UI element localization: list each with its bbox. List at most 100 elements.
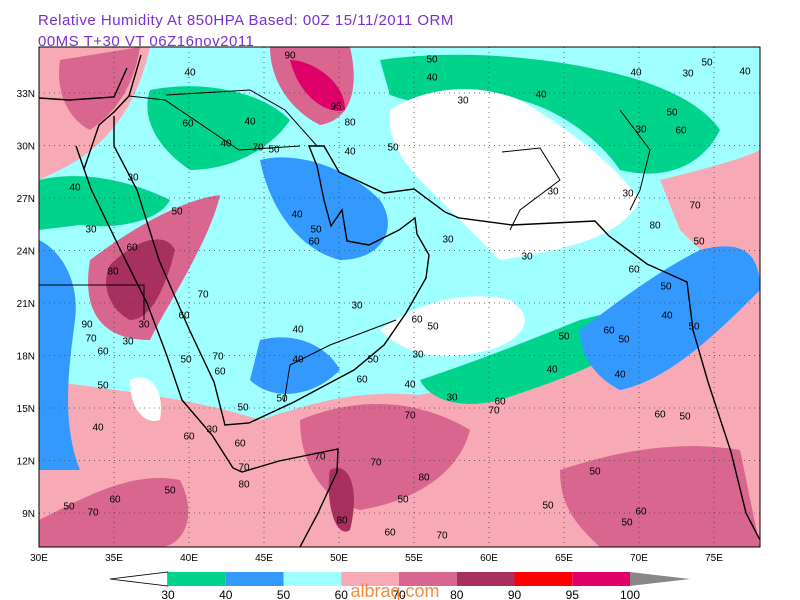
contour-label: 40 [291, 210, 303, 221]
contour-label: 30 [457, 96, 469, 107]
contour-label: 40 [344, 147, 356, 158]
contour-label: 30 [127, 173, 139, 184]
contour-label: 50 [164, 486, 176, 497]
contour-label: 40 [220, 139, 232, 150]
contour-label: 50 [589, 467, 601, 478]
contour-label: 80 [344, 118, 356, 129]
lat-label: 12N [17, 457, 35, 468]
field-maroon [328, 468, 354, 532]
contour-label: 70 [488, 406, 500, 417]
contour-label: 70 [314, 452, 326, 463]
contour-label: 50 [387, 143, 399, 154]
field-blue [260, 157, 388, 260]
contour-label: 60 [654, 410, 666, 421]
contour-label: 60 [494, 397, 506, 408]
contour-label: 40 [630, 68, 642, 79]
contour-label: 30 [682, 69, 694, 80]
legend-high-arrow [630, 572, 690, 586]
field-white [380, 296, 525, 356]
contour-label: 70 [370, 458, 382, 469]
contour-label: 50 [688, 322, 700, 333]
contour-label: 30 [521, 252, 533, 263]
contour-label: 30 [446, 393, 458, 404]
lon-label: 35E [105, 553, 123, 564]
contour-label: 30 [547, 187, 559, 198]
contour-label: 60 [183, 432, 195, 443]
contour-label: 60 [109, 495, 121, 506]
legend-swatch [283, 572, 342, 586]
field-green [380, 54, 720, 174]
contour-label: 60 [384, 528, 396, 539]
legend-swatch [572, 572, 630, 586]
legend-swatch [168, 572, 226, 586]
axis-labels: 30E 35E 40E 45E 50E 55E 60E 65E 70E 75E 33N 30N 27N 2… [17, 89, 724, 564]
contour-label: 30 [122, 337, 134, 348]
contour-label: 40 [69, 183, 81, 194]
contour-label: 70 [87, 508, 99, 519]
contour-label: 50 [180, 355, 192, 366]
contour-label: 60 [214, 367, 226, 378]
borders [39, 89, 651, 403]
lat-label: 21N [17, 299, 35, 310]
legend-label: 60 [335, 588, 349, 600]
contour-label: 50 [679, 412, 691, 423]
contour-label: 70 [197, 290, 209, 301]
contour-label: 30 [351, 301, 363, 312]
lat-label: 33N [17, 89, 35, 100]
lon-label: 75E [705, 553, 723, 564]
watermark: albraq.com [350, 581, 439, 600]
color-legend: 30 40 50 60 70 80 90 95 100 [109, 571, 690, 600]
contour-label: 60 [178, 311, 190, 322]
contour-label: 50 [558, 332, 570, 343]
contour-label: 50 [693, 237, 705, 248]
legend-low-arrow [109, 571, 169, 587]
country-border [501, 147, 561, 231]
contour-label: 90 [81, 320, 93, 331]
coastline [39, 67, 128, 101]
legend-label: 40 [219, 588, 233, 600]
field-magenta [290, 60, 345, 111]
contour-label: 50 [397, 495, 409, 506]
legend-label: 90 [508, 588, 522, 600]
contour-label: 50 [63, 502, 75, 513]
contour-label: 30 [206, 425, 218, 436]
coastline [113, 116, 760, 541]
contour-label: 30 [412, 350, 424, 361]
contour-label: 50 [171, 207, 183, 218]
contour-label: 30 [635, 125, 647, 136]
country-border [619, 109, 651, 211]
lat-label: 27N [17, 194, 35, 205]
legend-label: 70 [392, 588, 406, 600]
contour-label: 30 [85, 225, 97, 236]
contour-label: 40 [739, 67, 751, 78]
legend-swatch [399, 572, 457, 586]
contour-label: 70 [238, 463, 250, 474]
contour-label: 95 [330, 102, 342, 113]
contour-label: 50 [97, 381, 109, 392]
legend-label: 100 [620, 588, 640, 600]
contour-label: 50 [621, 518, 633, 529]
contour-label: 40 [292, 355, 304, 366]
contour-label: 60 [628, 265, 640, 276]
country-border [128, 95, 301, 151]
contour-label: 80 [336, 516, 348, 527]
legend-label: 95 [566, 588, 580, 600]
contour-label: 80 [418, 473, 430, 484]
contour-label: 80 [238, 480, 250, 491]
contour-label: 50 [666, 108, 678, 119]
contour-label: 60 [675, 126, 687, 137]
contour-label: 40 [184, 68, 196, 79]
field-white [389, 89, 640, 260]
contour-label: 60 [603, 326, 615, 337]
contour-label: 50 [367, 355, 379, 366]
contour-label: 50 [276, 394, 288, 405]
contour-label: 80 [107, 267, 119, 278]
lat-label: 24N [17, 247, 35, 258]
contour-label: 40 [535, 90, 547, 101]
contour-label: 40 [546, 365, 558, 376]
coastline [75, 145, 339, 547]
lon-label: 55E [405, 553, 423, 564]
contour-label: 60 [182, 119, 194, 130]
